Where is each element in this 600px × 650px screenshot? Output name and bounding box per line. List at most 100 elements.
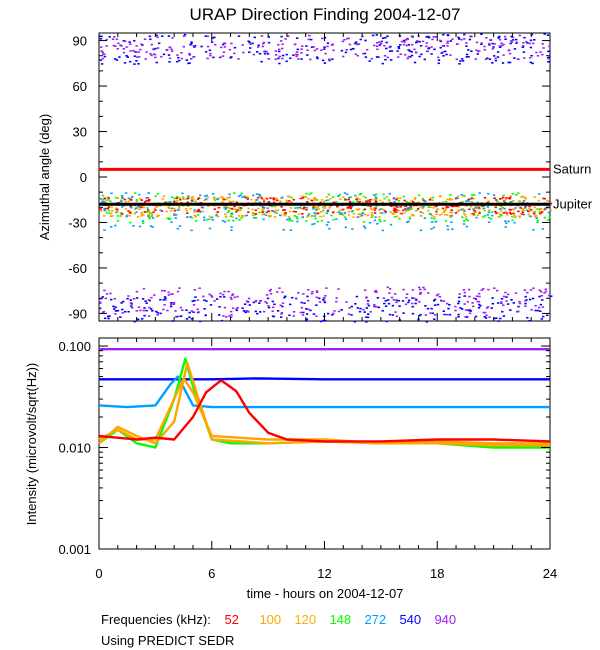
az-point-272 <box>356 216 359 218</box>
az-point-940 <box>292 311 296 313</box>
az-point-52 <box>301 213 304 215</box>
az-point-148 <box>511 215 514 218</box>
az-point-100 <box>512 200 515 202</box>
az-point-540 <box>377 306 380 309</box>
az-point-52 <box>129 198 132 201</box>
az-point-100 <box>312 198 316 200</box>
az-point-540 <box>185 318 189 320</box>
az-point-540 <box>178 59 181 62</box>
az-point-272 <box>343 212 347 214</box>
az-point-272 <box>363 227 367 229</box>
az-point-940 <box>503 35 507 38</box>
az-point-940 <box>380 40 384 42</box>
az-point-272 <box>327 221 330 223</box>
az-point-940 <box>423 288 426 291</box>
az-point-52 <box>441 207 445 210</box>
az-point-540 <box>426 307 430 310</box>
az-point-940 <box>502 304 505 306</box>
az-point-940 <box>182 35 186 37</box>
az-point-52 <box>272 198 275 201</box>
az-point-272 <box>228 193 231 196</box>
az-point-940 <box>373 290 377 293</box>
az-point-940 <box>269 288 272 291</box>
az-point-940 <box>280 313 283 315</box>
az-point-272 <box>312 208 315 210</box>
az-point-100 <box>533 196 536 198</box>
az-point-100 <box>470 212 473 215</box>
az-point-540 <box>486 57 489 60</box>
az-point-940 <box>315 315 318 317</box>
az-point-540 <box>259 300 262 302</box>
az-point-148 <box>314 217 317 220</box>
az-point-120 <box>274 198 277 201</box>
az-point-272 <box>463 210 466 212</box>
az-point-120 <box>320 199 324 201</box>
az-point-540 <box>517 305 520 308</box>
az-point-940 <box>230 310 233 313</box>
x-tick-label: 24 <box>543 566 557 581</box>
az-point-940 <box>422 286 425 289</box>
az-point-940 <box>362 308 365 311</box>
az-point-540 <box>193 46 196 48</box>
az-point-148 <box>330 214 333 217</box>
az-point-148 <box>383 197 386 200</box>
az-point-100 <box>464 216 468 218</box>
az-point-148 <box>305 220 308 222</box>
az-point-148 <box>433 217 436 220</box>
az-point-52 <box>260 197 263 200</box>
az-point-940 <box>174 310 177 312</box>
az-point-940 <box>103 289 106 292</box>
az-point-272 <box>281 196 284 199</box>
az-point-540 <box>448 304 451 306</box>
az-point-272 <box>467 200 470 202</box>
az-point-540 <box>210 41 214 43</box>
az-point-540 <box>159 312 162 315</box>
az-point-148 <box>491 211 494 213</box>
az-point-940 <box>313 49 317 52</box>
az-point-100 <box>239 209 242 212</box>
az-point-100 <box>474 207 477 209</box>
az-point-100 <box>413 205 416 207</box>
az-point-52 <box>186 201 189 204</box>
az-point-940 <box>103 53 106 56</box>
az-point-940 <box>231 293 235 295</box>
az-point-100 <box>393 211 396 214</box>
az-point-540 <box>155 61 158 64</box>
az-point-540 <box>114 58 117 60</box>
az-point-940 <box>316 291 319 293</box>
az-point-120 <box>279 200 282 202</box>
az-point-540 <box>303 302 306 304</box>
az-point-52 <box>508 211 512 214</box>
frequency-148: 148 <box>329 612 352 627</box>
az-point-940 <box>498 38 502 41</box>
az-point-272 <box>138 193 141 196</box>
az-point-940 <box>272 306 275 309</box>
az-point-100 <box>414 197 417 199</box>
az-point-120 <box>357 209 360 211</box>
az-point-148 <box>116 215 120 217</box>
az-point-940 <box>465 315 468 318</box>
az-point-272 <box>507 220 510 223</box>
az-point-272 <box>135 211 138 213</box>
az-point-940 <box>405 293 409 295</box>
az-point-272 <box>475 216 478 219</box>
az-point-120 <box>421 207 424 209</box>
az-point-148 <box>382 193 385 196</box>
az-point-940 <box>100 46 103 48</box>
az-point-540 <box>188 316 191 318</box>
az-point-940 <box>354 53 358 56</box>
az-point-940 <box>431 38 434 41</box>
az-point-540 <box>233 46 237 49</box>
az-point-940 <box>292 315 295 317</box>
az-point-52 <box>186 212 189 214</box>
az-point-148 <box>470 194 474 196</box>
az-point-148 <box>417 194 421 197</box>
az-point-272 <box>335 218 338 220</box>
az-point-100 <box>176 200 179 202</box>
az-point-100 <box>178 197 182 199</box>
az-point-940 <box>435 294 439 297</box>
az-point-100 <box>128 215 131 217</box>
az-point-540 <box>484 317 488 319</box>
az-point-52 <box>342 208 345 211</box>
